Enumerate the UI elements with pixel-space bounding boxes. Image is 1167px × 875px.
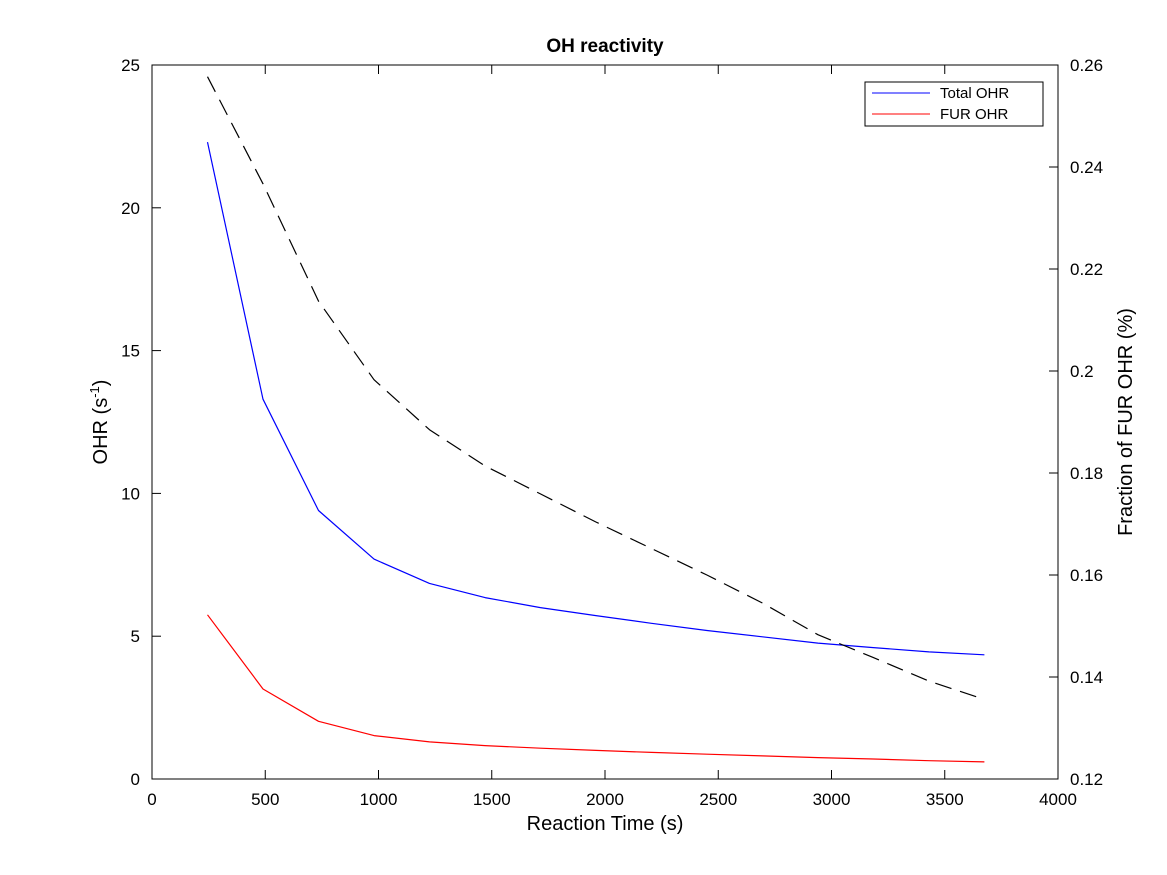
y-right-tick-label: 0.26	[1070, 56, 1103, 75]
y-axis-left-label-tail: )	[90, 380, 112, 387]
x-tick-label: 4000	[1039, 790, 1077, 809]
ticks-layer: 0 500 1000 1500 2000 2500 3000 3500 4000 0 5 10 15 20…	[121, 56, 1103, 809]
y-right-tick-label: 0.16	[1070, 566, 1103, 585]
series-line-fur-fraction	[206, 76, 985, 700]
x-tick-label: 1000	[360, 790, 398, 809]
x-tick-label: 2000	[586, 790, 624, 809]
x-tick-label: 1500	[473, 790, 511, 809]
series-layer	[206, 76, 985, 763]
y-left-tick-label: 10	[121, 484, 140, 503]
y-axis-left-label: OHR (s-1)	[87, 380, 112, 465]
x-tick-label: 3000	[813, 790, 851, 809]
x-tick-label: 0	[147, 790, 156, 809]
y-left-tick-label: 15	[121, 342, 140, 361]
y-right-tick-label: 0.14	[1070, 668, 1103, 687]
y-right-tick-label: 0.22	[1070, 260, 1103, 279]
y-right-tick-label: 0.24	[1070, 158, 1103, 177]
series-line-fur-ohr	[207, 614, 985, 763]
y-left-tick-label: 0	[131, 770, 140, 789]
y-axis-left-label-main: OHR (s	[90, 398, 112, 465]
y-right-tick-label: 0.18	[1070, 464, 1103, 483]
x-axis-label: Reaction Time (s)	[527, 813, 684, 835]
legend-label-fur-ohr: FUR OHR	[940, 106, 1008, 123]
legend: Total OHR FUR OHR	[864, 81, 1044, 127]
plot-area	[151, 64, 1059, 780]
y-axis-right-label: Fraction of FUR OHR (%)	[1115, 308, 1137, 536]
y-right-tick-label: 0.2	[1070, 362, 1094, 381]
x-tick-label: 3500	[926, 790, 964, 809]
chart-title: OH reactivity	[546, 36, 664, 57]
x-tick-label: 2500	[699, 790, 737, 809]
series-line-total-ohr	[206, 141, 985, 656]
legend-label-total-ohr: Total OHR	[940, 85, 1009, 102]
y-left-tick-label: 25	[121, 56, 140, 75]
y-axis-left-label-superscript: -1	[87, 386, 102, 398]
y-left-tick-label: 5	[131, 627, 140, 646]
y-left-tick-label: 20	[121, 199, 140, 218]
x-tick-label: 500	[251, 790, 279, 809]
y-right-tick-label: 0.12	[1070, 770, 1103, 789]
legend-box	[864, 81, 1044, 127]
